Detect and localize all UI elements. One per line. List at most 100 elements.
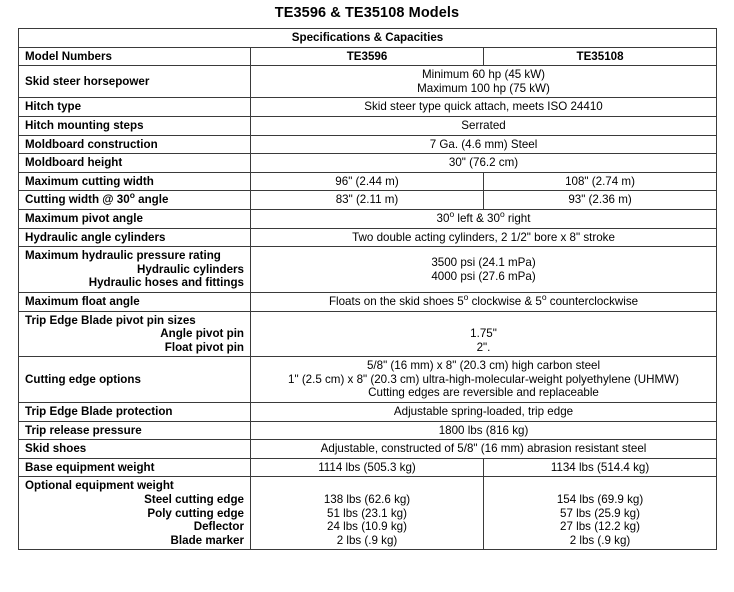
degree-symbol: o — [463, 292, 469, 303]
value-hydraulic-pressure-rating: 3500 psi (24.1 mPa) 4000 psi (27.6 mPa) — [249, 246, 718, 293]
blade-marker-sublabel: Blade marker — [170, 533, 244, 547]
value-cutting-width-30-te35108: 93" (2.36 m) — [482, 190, 718, 210]
horsepower-maximum: Maximum 100 hp (75 kW) — [417, 81, 550, 95]
row-maximum-float-angle: Maximum float angle Floats on the skid s… — [18, 291, 718, 312]
row-cutting-edge-options: Cutting edge options 5/8" (16 mm) x 8" (… — [18, 356, 718, 404]
cutting-width-label-pre: Cutting width @ 30 — [25, 193, 130, 207]
value-cutting-width-30-te3596: 83" (2.11 m) — [250, 190, 484, 210]
cutting-width-label-post: angle — [134, 193, 169, 207]
float-angle-pre: Floats on the skid shoes 5 — [328, 294, 464, 308]
label-hitch-type: Hitch type — [18, 97, 251, 117]
row-skid-shoes: Skid shoes Adjustable, constructed of 5/… — [18, 439, 718, 459]
value-maximum-cutting-width-te3596: 96" (2.44 m) — [250, 171, 484, 192]
label-optional-equipment-weight: Optional equipment weight Steel cutting … — [18, 476, 251, 551]
poly-cutting-edge-te35108: 57 lbs (25.9 kg) — [560, 506, 640, 520]
page-title: TE3596 & TE35108 Models — [274, 5, 460, 21]
pivot-angle-post: right — [504, 211, 531, 225]
hydraulic-hoses-value: 4000 psi (27.6 mPa) — [431, 269, 536, 283]
hydraulic-cylinders-sublabel: Hydraulic cylinders — [137, 262, 244, 276]
label-hydraulic-pressure-rating: Maximum hydraulic pressure rating Hydrau… — [18, 246, 251, 293]
row-optional-equipment-weight: Optional equipment weight Steel cutting … — [18, 476, 718, 551]
cutting-edge-option-poly: 1" (2.5 cm) x 8" (20.3 cm) ultra-high-mo… — [288, 372, 679, 386]
row-moldboard-height: Moldboard height 30" (76.2 cm) — [18, 153, 718, 173]
row-maximum-pivot-angle: Maximum pivot angle 30o left & 30o right — [18, 208, 718, 229]
row-trip-release-pressure: Trip release pressure 1800 lbs (816 kg) — [18, 420, 718, 441]
value-moldboard-construction: 7 Ga. (4.6 mm) Steel — [249, 134, 718, 155]
label-cutting-width-30-angle: Cutting width @ 30o angle — [18, 190, 251, 210]
poly-cutting-edge-te3596: 51 lbs (23.1 kg) — [327, 506, 407, 520]
pivot-angle-pre: 30 — [436, 211, 450, 225]
hydraulic-pressure-heading: Maximum hydraulic pressure rating — [25, 249, 221, 263]
row-base-equipment-weight: Base equipment weight 1114 lbs (505.3 kg… — [18, 457, 718, 478]
degree-symbol: o — [129, 190, 135, 201]
horsepower-minimum: Minimum 60 hp (45 kW) — [421, 68, 546, 82]
row-hitch-type: Hitch type Skid steer type quick attach,… — [18, 97, 718, 117]
row-hydraulic-angle-cylinders: Hydraulic angle cylinders Two double act… — [18, 227, 718, 248]
value-hydraulic-angle-cylinders: Two double acting cylinders, 2 1/2" bore… — [249, 227, 718, 248]
float-pivot-pin-sublabel: Float pivot pin — [164, 340, 244, 354]
angle-pivot-pin-value: 1.75" — [470, 327, 497, 341]
row-moldboard-construction: Moldboard construction 7 Ga. (4.6 mm) St… — [18, 134, 718, 155]
degree-symbol: o — [449, 209, 455, 220]
specifications-table: Specifications & Capacities Model Number… — [17, 28, 718, 551]
value-base-weight-te35108: 1134 lbs (514.4 kg) — [482, 457, 718, 478]
angle-pivot-pin-sublabel: Angle pivot pin — [160, 327, 244, 341]
degree-symbol: o — [541, 292, 547, 303]
label-cutting-edge-options: Cutting edge options — [18, 356, 251, 404]
label-skid-steer-horsepower: Skid steer horsepower — [18, 65, 251, 99]
label-blade-protection: Trip Edge Blade protection — [18, 402, 251, 422]
blade-marker-te3596: 2 lbs (.9 kg) — [336, 533, 398, 547]
row-skid-steer-horsepower: Skid steer horsepower Minimum 60 hp (45 … — [18, 65, 718, 99]
blade-marker-te35108: 2 lbs (.9 kg) — [569, 533, 631, 547]
value-maximum-cutting-width-te35108: 108" (2.74 m) — [482, 171, 718, 192]
value-optional-weight-te3596: 138 lbs (62.6 kg) 51 lbs (23.1 kg) 24 lb… — [250, 476, 484, 551]
degree-symbol: o — [499, 209, 505, 220]
float-angle-mid: clockwise & 5 — [468, 294, 542, 308]
row-cutting-width-30-angle: Cutting width @ 30o angle 83" (2.11 m) 9… — [18, 190, 718, 210]
poly-cutting-edge-sublabel: Poly cutting edge — [147, 506, 244, 520]
header-model-te3596: TE3596 — [250, 46, 484, 67]
row-maximum-cutting-width: Maximum cutting width 96" (2.44 m) 108" … — [18, 171, 718, 192]
label-hydraulic-angle-cylinders: Hydraulic angle cylinders — [18, 227, 251, 248]
table-banner-row: Specifications & Capacities — [17, 28, 718, 48]
pivot-pin-heading: Trip Edge Blade pivot pin sizes — [25, 313, 196, 327]
spacer-line — [257, 314, 710, 328]
deflector-te3596: 24 lbs (10.9 kg) — [327, 520, 407, 534]
deflector-te35108: 27 lbs (12.2 kg) — [560, 520, 640, 534]
cutting-edge-option-note: Cutting edges are reversible and replace… — [368, 386, 599, 400]
float-angle-post: counterclockwise — [546, 294, 639, 308]
label-base-equipment-weight: Base equipment weight — [18, 457, 251, 478]
value-hitch-mounting-steps: Serrated — [249, 115, 718, 136]
value-cutting-edge-options: 5/8" (16 mm) x 8" (20.3 cm) high carbon … — [249, 356, 718, 404]
label-maximum-float-angle: Maximum float angle — [18, 291, 251, 312]
label-trip-release-pressure: Trip release pressure — [18, 420, 251, 441]
value-skid-steer-horsepower: Minimum 60 hp (45 kW) Maximum 100 hp (75… — [249, 65, 718, 99]
value-hitch-type: Skid steer type quick attach, meets ISO … — [249, 97, 718, 117]
row-hitch-mounting-steps: Hitch mounting steps Serrated — [18, 115, 718, 136]
row-hydraulic-pressure-rating: Maximum hydraulic pressure rating Hydrau… — [18, 246, 718, 293]
header-model-te35108: TE35108 — [482, 46, 718, 67]
steel-cutting-edge-sublabel: Steel cutting edge — [144, 493, 244, 507]
label-pivot-pin-sizes: Trip Edge Blade pivot pin sizes Angle pi… — [18, 310, 251, 358]
steel-cutting-edge-te3596: 138 lbs (62.6 kg) — [323, 493, 411, 507]
value-blade-protection: Adjustable spring-loaded, trip edge — [249, 402, 718, 422]
label-hitch-mounting-steps: Hitch mounting steps — [18, 115, 251, 136]
steel-cutting-edge-te35108: 154 lbs (69.9 kg) — [556, 493, 644, 507]
row-pivot-pin-sizes: Trip Edge Blade pivot pin sizes Angle pi… — [18, 310, 718, 358]
spacer-line — [257, 479, 477, 493]
value-base-weight-te3596: 1114 lbs (505.3 kg) — [250, 457, 484, 478]
value-pivot-pin-sizes: 1.75" 2". — [249, 310, 718, 358]
table-banner: Specifications & Capacities — [17, 28, 718, 48]
value-skid-shoes: Adjustable, constructed of 5/8" (16 mm) … — [249, 439, 718, 459]
value-trip-release-pressure: 1800 lbs (816 kg) — [249, 420, 718, 441]
column-header-row: Model Numbers TE3596 TE35108 — [18, 46, 718, 67]
value-maximum-float-angle: Floats on the skid shoes 5o clockwise & … — [249, 291, 718, 312]
optional-weight-heading: Optional equipment weight — [25, 479, 174, 493]
deflector-sublabel: Deflector — [193, 520, 244, 534]
label-maximum-pivot-angle: Maximum pivot angle — [18, 208, 251, 229]
hydraulic-cylinders-value: 3500 psi (24.1 mPa) — [431, 255, 536, 269]
label-moldboard-construction: Moldboard construction — [18, 134, 251, 155]
value-moldboard-height: 30" (76.2 cm) — [249, 153, 718, 173]
spacer-line — [490, 479, 710, 493]
